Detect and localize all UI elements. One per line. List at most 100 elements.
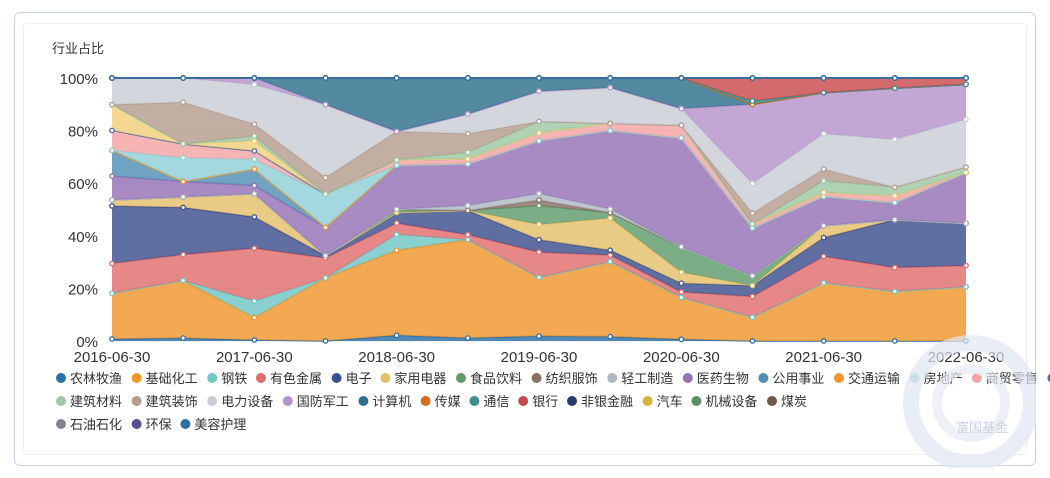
point-轻工制造	[536, 190, 542, 197]
point-家用电器	[536, 221, 542, 228]
point-美容护理	[820, 75, 827, 81]
point-综合	[464, 156, 471, 162]
legend-item[interactable]: 计算机	[358, 395, 411, 410]
point-轻工制造	[464, 202, 471, 209]
area-家用电器[interactable]	[112, 193, 966, 286]
point-美容护理	[678, 75, 685, 81]
legend-marker	[531, 373, 542, 383]
legend-item[interactable]: 家用电器	[380, 371, 446, 387]
legend-label: 建筑材料	[70, 394, 122, 410]
point-家用电器	[749, 282, 756, 289]
legend-item[interactable]: 石油石化	[56, 418, 122, 433]
point-通信	[820, 89, 827, 96]
point-医药生物	[251, 182, 258, 189]
legend-label: 交通运输	[848, 371, 900, 387]
point-国防军工	[607, 84, 614, 91]
point-轻工制造	[180, 194, 187, 200]
point-轻工制造	[678, 243, 685, 250]
y-axis-title: 行业占比	[52, 41, 104, 56]
legend-item[interactable]: 美容护理	[180, 417, 246, 433]
legend-item[interactable]: 通信	[469, 395, 509, 410]
point-建筑装饰	[109, 101, 115, 108]
legend-item[interactable]: 食品饮料	[456, 371, 522, 387]
point-综合	[251, 138, 258, 144]
legend-marker	[567, 396, 577, 406]
point-建筑装饰	[820, 166, 827, 172]
x-tick-label: 2020-06-30	[643, 349, 720, 366]
legend-item[interactable]: 环保	[131, 418, 172, 433]
point-纺织服饰	[536, 197, 542, 203]
legend-item[interactable]: 纺织服饰	[531, 372, 598, 387]
y-tick-label: 0%	[76, 334, 98, 351]
legend-item[interactable]: 建筑材料	[56, 394, 122, 410]
point-基础化工	[251, 314, 258, 321]
x-tick-label: 2021-06-30	[785, 349, 862, 366]
point-美容护理	[749, 75, 756, 81]
area-综合[interactable]	[112, 104, 966, 224]
point-钢铁	[536, 274, 542, 281]
area-基础化工[interactable]	[112, 239, 966, 341]
legend-item[interactable]: 机械设备	[691, 394, 757, 410]
point-房地产	[251, 156, 258, 163]
area-银行[interactable]	[112, 78, 966, 102]
legend-item[interactable]: 国防军工	[282, 394, 349, 410]
legend-item[interactable]: 传媒	[420, 395, 461, 410]
legend-item[interactable]: 建筑装饰	[131, 394, 198, 410]
point-纺织服饰	[464, 207, 471, 214]
point-有色金属	[251, 245, 258, 252]
area-计算机[interactable]	[112, 78, 966, 132]
legend-item[interactable]: 交通运输	[834, 371, 900, 387]
area-建筑材料[interactable]	[112, 104, 966, 224]
area-国防军工[interactable]	[112, 78, 966, 184]
area-有色金属[interactable]	[112, 223, 966, 318]
area-房地产[interactable]	[112, 130, 966, 229]
legend-item[interactable]: 医药生物	[682, 372, 749, 387]
legend-item[interactable]: 煤炭	[767, 395, 807, 410]
point-农林牧渔	[891, 338, 898, 344]
legend-item[interactable]: 基础化工	[131, 372, 198, 387]
legend-item[interactable]: 电子	[331, 372, 372, 387]
legend-item[interactable]: 电力设备	[207, 394, 273, 410]
legend-item[interactable]: 轻工制造	[607, 372, 673, 387]
point-美容护理	[464, 75, 471, 81]
legend-marker	[56, 396, 66, 406]
legend-item[interactable]: 汽车	[642, 394, 683, 410]
point-有色金属	[536, 249, 542, 256]
legend-label: 汽车	[657, 394, 683, 410]
point-建筑材料	[393, 157, 400, 163]
legend-label: 食品饮料	[470, 371, 522, 387]
point-综合	[536, 129, 542, 136]
point-基础化工	[393, 247, 400, 254]
point-建筑装饰	[607, 120, 614, 127]
legend-label: 银行	[532, 395, 558, 410]
axis-layer: 0% 20% 40% 60% 80% 100% 2016-06-30 2017-06-30 20…	[60, 71, 1005, 366]
legend-label: 传媒	[435, 395, 461, 410]
legend-marker	[758, 373, 769, 383]
point-国防军工	[536, 88, 542, 95]
legend-item[interactable]: 钢铁	[207, 372, 247, 387]
point-房地产	[536, 137, 542, 144]
point-美容护理	[963, 75, 969, 81]
y-tick-label: 80%	[68, 124, 98, 141]
area-电力设备[interactable]	[112, 78, 966, 214]
point-建筑装饰	[749, 210, 756, 216]
point-电子	[536, 236, 542, 243]
legend-item[interactable]: 有色金属	[256, 371, 322, 387]
y-tick-label: 100%	[60, 71, 98, 88]
legend-marker	[607, 373, 618, 383]
point-房地产	[607, 127, 614, 134]
legend-item[interactable]: 社会服务	[1047, 371, 1050, 387]
legend-marker	[682, 373, 693, 383]
legend-item[interactable]: 农林牧渔	[56, 372, 122, 387]
area-医药生物[interactable]	[112, 130, 966, 276]
point-农林牧渔	[322, 338, 329, 344]
legend-item[interactable]: 非银金融	[567, 394, 633, 410]
legend-item[interactable]: 公用事业	[758, 372, 824, 387]
area-食品饮料[interactable]	[112, 193, 966, 286]
legend-marker	[691, 396, 702, 406]
legend-label: 石油石化	[70, 418, 122, 433]
legend-label: 农林牧渔	[70, 372, 122, 387]
x-tick-label: 2016-06-30	[74, 349, 151, 366]
legend-item[interactable]: 银行	[518, 395, 558, 410]
point-有色金属	[464, 231, 471, 238]
